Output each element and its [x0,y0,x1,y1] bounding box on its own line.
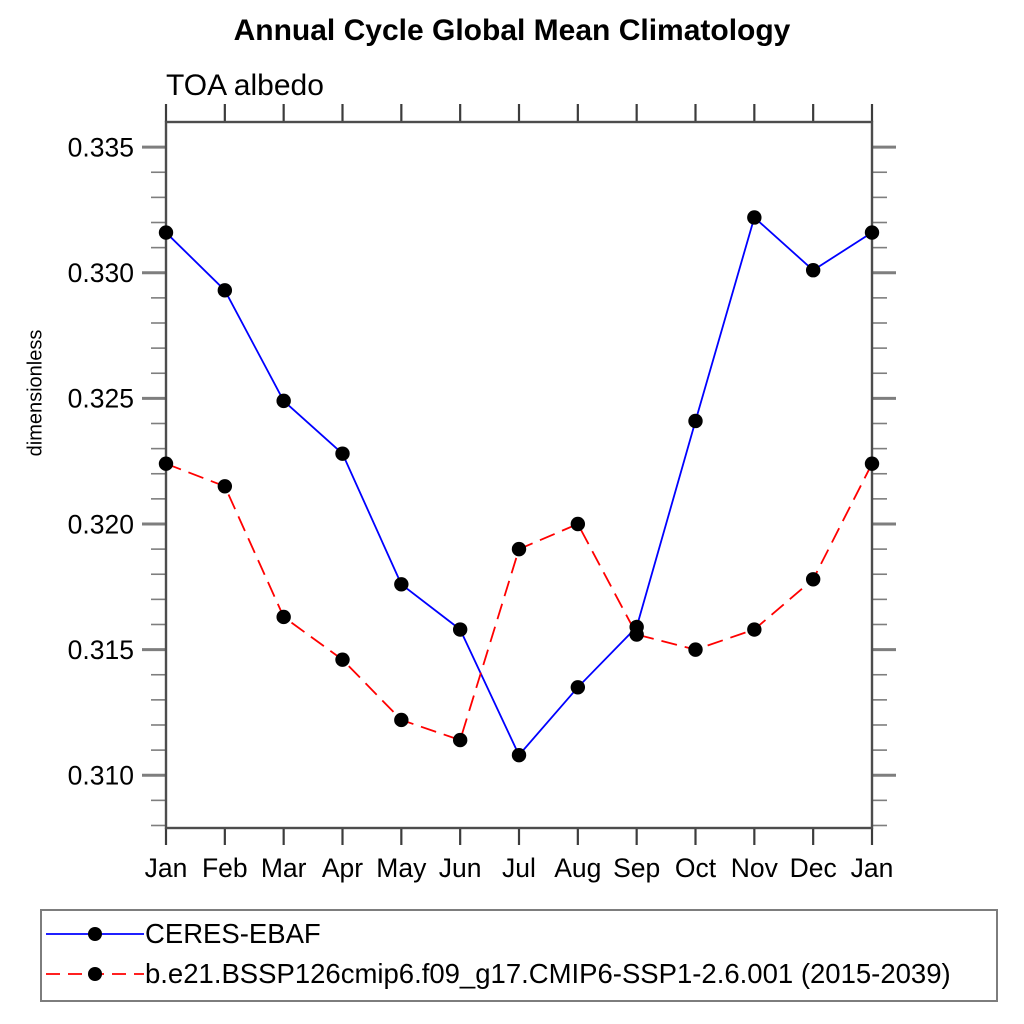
legend-label-model-run: b.e21.BSSP126cmip6.f09_g17.CMIP6-SSP1-2.… [145,958,951,989]
y-tick-label: 0.315 [68,635,134,665]
plot-frame [164,120,874,830]
data-point-marker-1 [276,609,291,625]
data-point-marker-0 [276,393,291,409]
x-tick-label: Sep [613,853,660,883]
legend-marker-dot [88,927,102,941]
data-point-marker-0 [747,210,762,225]
data-point-marker-0 [864,225,880,240]
data-point-marker-1 [629,627,644,642]
data-point-marker-1 [158,456,174,471]
data-point-marker-1 [452,732,468,748]
legend-marker-dot [88,967,102,981]
data-point-marker-1 [688,642,703,657]
legend-box: CERES-EBAF b.e21.BSSP126cmip6.f09_g17.CM… [40,909,998,1002]
x-tick-label: Apr [322,853,363,883]
y-tick-label: 0.335 [68,132,134,162]
data-point-marker-0 [805,263,821,278]
legend-entry-model-run: b.e21.BSSP126cmip6.f09_g17.CMIP6-SSP1-2.… [44,957,951,991]
data-point-marker-0 [335,446,350,461]
data-point-marker-1 [217,479,233,494]
x-tick-label: Jan [851,853,894,883]
x-tick-label: Aug [554,853,601,883]
data-point-marker-0 [158,225,174,240]
y-tick-label: 0.330 [68,258,134,288]
chart-subtitle: TOA albedo [166,69,324,102]
data-point-marker-1 [570,516,586,532]
y-tick-label: 0.325 [68,384,134,414]
data-point-marker-0 [570,680,586,695]
legend-label-ceres-ebaf: CERES-EBAF [145,918,321,949]
series-line-0 [165,215,873,757]
data-point-marker-1 [511,541,527,557]
x-tick-label: Oct [675,853,717,883]
x-tick-label: May [376,853,427,883]
y-tick-label: 0.310 [68,761,134,791]
data-point-marker-0 [394,577,409,592]
data-point-marker-1 [335,652,350,667]
x-tick-label: Jan [145,853,188,883]
legend-line-sample-solid-blue [46,927,144,941]
chart-title: Annual Cycle Global Mean Climatology [233,14,791,47]
x-tick-label: Jul [502,853,536,883]
data-point-marker-1 [394,712,409,728]
data-point-marker-0 [452,622,468,637]
series-line-1 [165,462,873,742]
x-tick-label: Feb [202,853,248,883]
data-point-marker-1 [747,622,762,637]
legend-line-sample-dashed-red [46,967,144,981]
x-tick-label: Dec [790,853,837,883]
x-tick-label: Nov [731,853,779,883]
data-point-marker-0 [688,413,703,429]
x-tick-label: Mar [261,853,307,883]
data-point-marker-0 [217,283,233,298]
y-tick-label: 0.320 [68,509,134,539]
data-point-marker-1 [864,456,880,471]
legend-entry-ceres-ebaf: CERES-EBAF [44,917,321,951]
x-tick-label: Jun [439,853,482,883]
data-point-marker-1 [805,572,821,587]
data-point-marker-0 [511,747,527,763]
